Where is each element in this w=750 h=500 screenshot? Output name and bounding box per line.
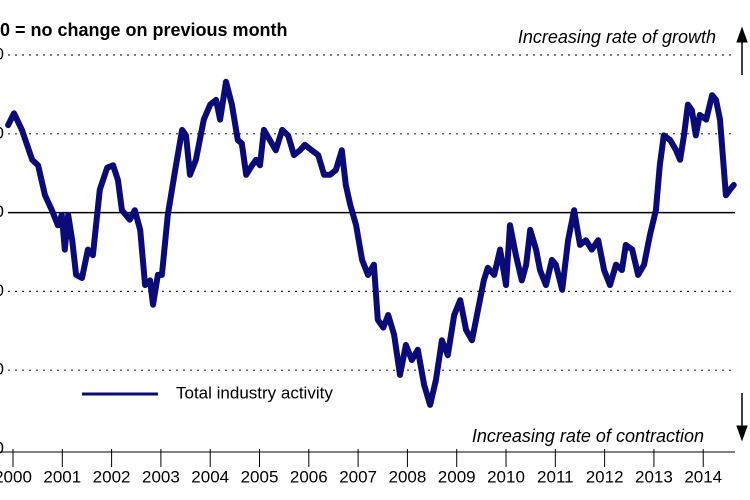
x-tick-label: 2008 (388, 467, 426, 486)
x-tick-label: 2007 (339, 467, 377, 486)
arrow-up (736, 26, 748, 75)
x-tick-label: 2011 (537, 467, 574, 486)
x-tick-label: 2014 (684, 467, 722, 486)
x-tick-label: 2005 (241, 467, 279, 486)
chart-title: 50 = no change on previous month (0, 20, 288, 40)
arrow-down (736, 393, 748, 442)
x-tick-label: 2004 (191, 467, 229, 486)
line (5, 78, 737, 408)
y-tick-label: 50 (0, 202, 4, 221)
x-tick-label: 2003 (142, 467, 180, 486)
annotation: Increasing rate of growth (518, 27, 716, 47)
x-tick-label: 2013 (635, 467, 673, 486)
y-tick-label: 60 (0, 123, 4, 142)
annotation: Increasing rate of contraction (472, 426, 704, 446)
y-tick-label: 20 (0, 438, 4, 457)
x-tick-label: 2001 (43, 467, 81, 486)
x-tick-label: 2009 (438, 467, 476, 486)
y-tick-label: 30 (0, 360, 4, 379)
x-tick-label: 2006 (290, 467, 328, 486)
y-tick-label: 40 (0, 281, 4, 300)
x-tick-label: 2002 (93, 467, 131, 486)
x-tick-label: 2010 (487, 467, 525, 486)
legend-label: Total industry activity (176, 383, 333, 402)
x-tick-label: 2000 (0, 467, 32, 486)
y-tick-label: 70 (0, 44, 4, 63)
x-tick-label: 2012 (586, 467, 624, 486)
